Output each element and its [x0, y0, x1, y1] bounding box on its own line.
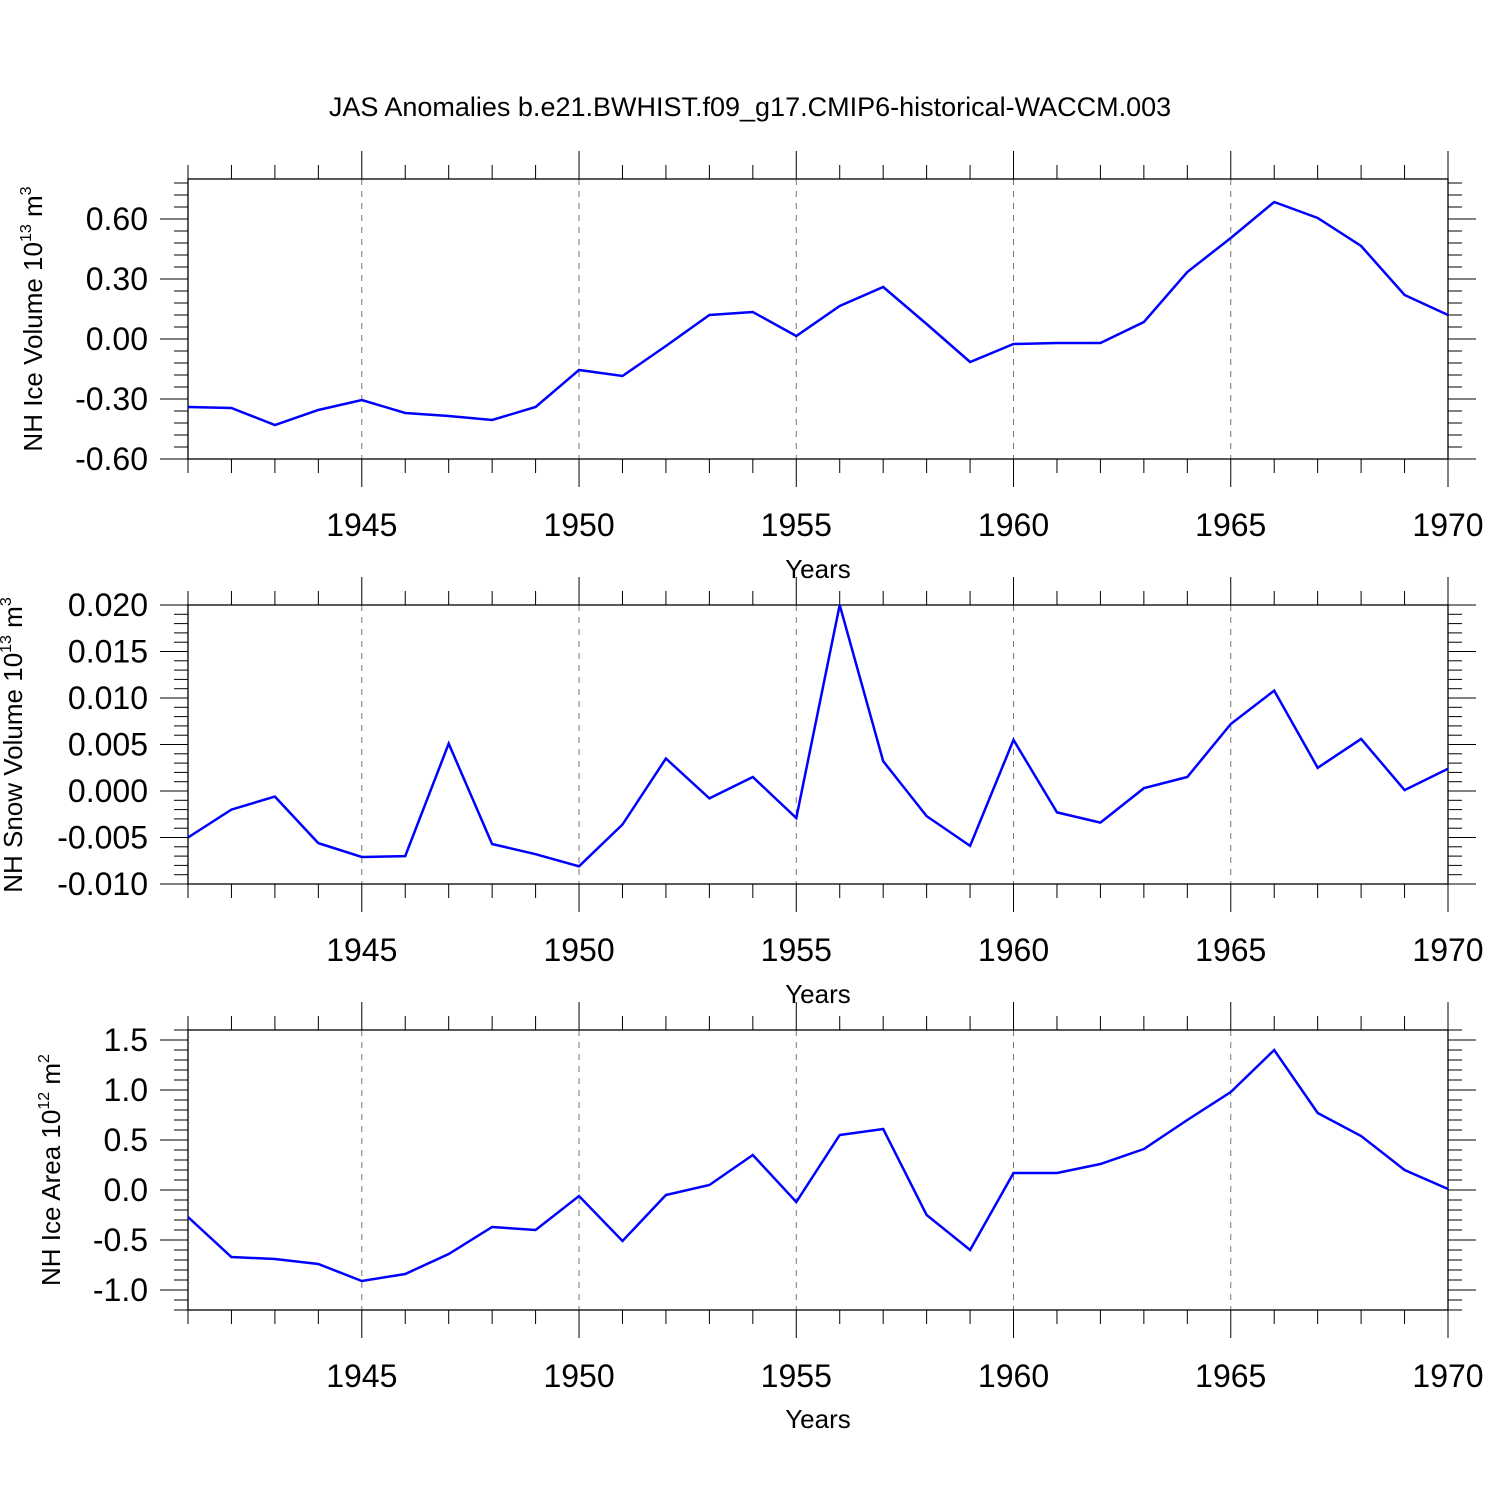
ice-area-x-tick-label: 1960	[978, 1358, 1049, 1394]
ice-volume-x-tick-label: 1970	[1412, 507, 1483, 543]
ice-volume-plot-frame	[187, 178, 1449, 460]
snow-volume-y-tick-label: 0.010	[68, 680, 148, 716]
ice-volume-x-tick-label: 1950	[543, 507, 614, 543]
ice-area-y-tick-label: 0.5	[104, 1122, 148, 1158]
ice-area-line	[187, 1048, 1449, 1283]
snow-volume-x-tick-label: 1955	[761, 932, 832, 968]
ice-area-y-tick-label: -0.5	[93, 1222, 148, 1258]
snow-volume-plot-frame	[187, 604, 1449, 885]
ice-area-x-tick-label: 1955	[761, 1358, 832, 1394]
ice-volume-x-tick-label: 1955	[761, 507, 832, 543]
ice-area-y-tick-label: 1.5	[104, 1022, 148, 1058]
ice-volume-y-tick-label: 0.60	[86, 201, 148, 237]
figure-title: JAS Anomalies b.e21.BWHIST.f09_g17.CMIP6…	[329, 92, 1171, 122]
ice-volume-y-tick-label: 0.00	[86, 321, 148, 357]
ice-area-x-tick-label: 1970	[1412, 1358, 1483, 1394]
ice-volume-x-tick-label: 1945	[326, 507, 397, 543]
ice-area-x-tick-label: 1950	[543, 1358, 614, 1394]
ice-volume-y-tick-label: -0.30	[75, 381, 148, 417]
snow-volume-x-tick-label: 1945	[326, 932, 397, 968]
snow-volume-x-tick-label: 1970	[1412, 932, 1483, 968]
snow-volume-x-tick-label: 1950	[543, 932, 614, 968]
snow-volume-y-tick-label: 0.000	[68, 773, 148, 809]
ice-volume-y-tick-label: 0.30	[86, 261, 148, 297]
snow-volume-y-tick-label: -0.005	[57, 820, 148, 856]
ice-volume-line	[187, 200, 1449, 427]
ice-volume-x-tick-label: 1960	[978, 507, 1049, 543]
snow-volume-x-tick-label: 1965	[1195, 932, 1266, 968]
ice-volume-y-tick-label: -0.60	[75, 441, 148, 477]
snow-volume-y-axis-title: NH Snow Volume 1013 m3	[0, 597, 28, 893]
snow-volume-x-tick-label: 1960	[978, 932, 1049, 968]
ice-area-y-tick-label: 0.0	[104, 1172, 148, 1208]
snow-volume-y-tick-label: 0.015	[68, 634, 148, 670]
snow-volume-line	[187, 604, 1449, 868]
ice-volume-panel: 1945 1950 1955 1960 1965 1970 -0.60 -0.30 0.00 0…	[18, 151, 1484, 584]
ice-area-x-tick-label: 1965	[1195, 1358, 1266, 1394]
ice-area-x-tick-label: 1945	[326, 1358, 397, 1394]
ice-area-y-axis-title: NH Ice Area 1012 m2	[36, 1054, 66, 1286]
ice-area-y-tick-label: 1.0	[104, 1072, 148, 1108]
ice-area-panel: 1945 1950 1955 1960 1965 1970 -1.0 -0.5 0.0 0.5 1…	[36, 1002, 1484, 1434]
snow-volume-x-axis-title: Years	[785, 979, 851, 1009]
snow-volume-y-tick-label: -0.010	[57, 866, 148, 902]
snow-volume-panel: 1945 1950 1955 1960 1965 1970 -0.010 -0.005 0.0…	[0, 577, 1484, 1009]
snow-volume-y-tick-label: 0.005	[68, 727, 148, 763]
ice-volume-y-axis-title: NH Ice Volume 1013 m3	[18, 186, 48, 451]
ice-volume-x-tick-label: 1965	[1195, 507, 1266, 543]
ice-volume-x-axis-title: Years	[785, 554, 851, 584]
ice-area-plot-frame	[187, 1029, 1449, 1311]
ice-area-y-tick-label: -1.0	[93, 1272, 148, 1308]
snow-volume-y-tick-label: 0.020	[68, 587, 148, 623]
ice-area-x-axis-title: Years	[785, 1404, 851, 1434]
